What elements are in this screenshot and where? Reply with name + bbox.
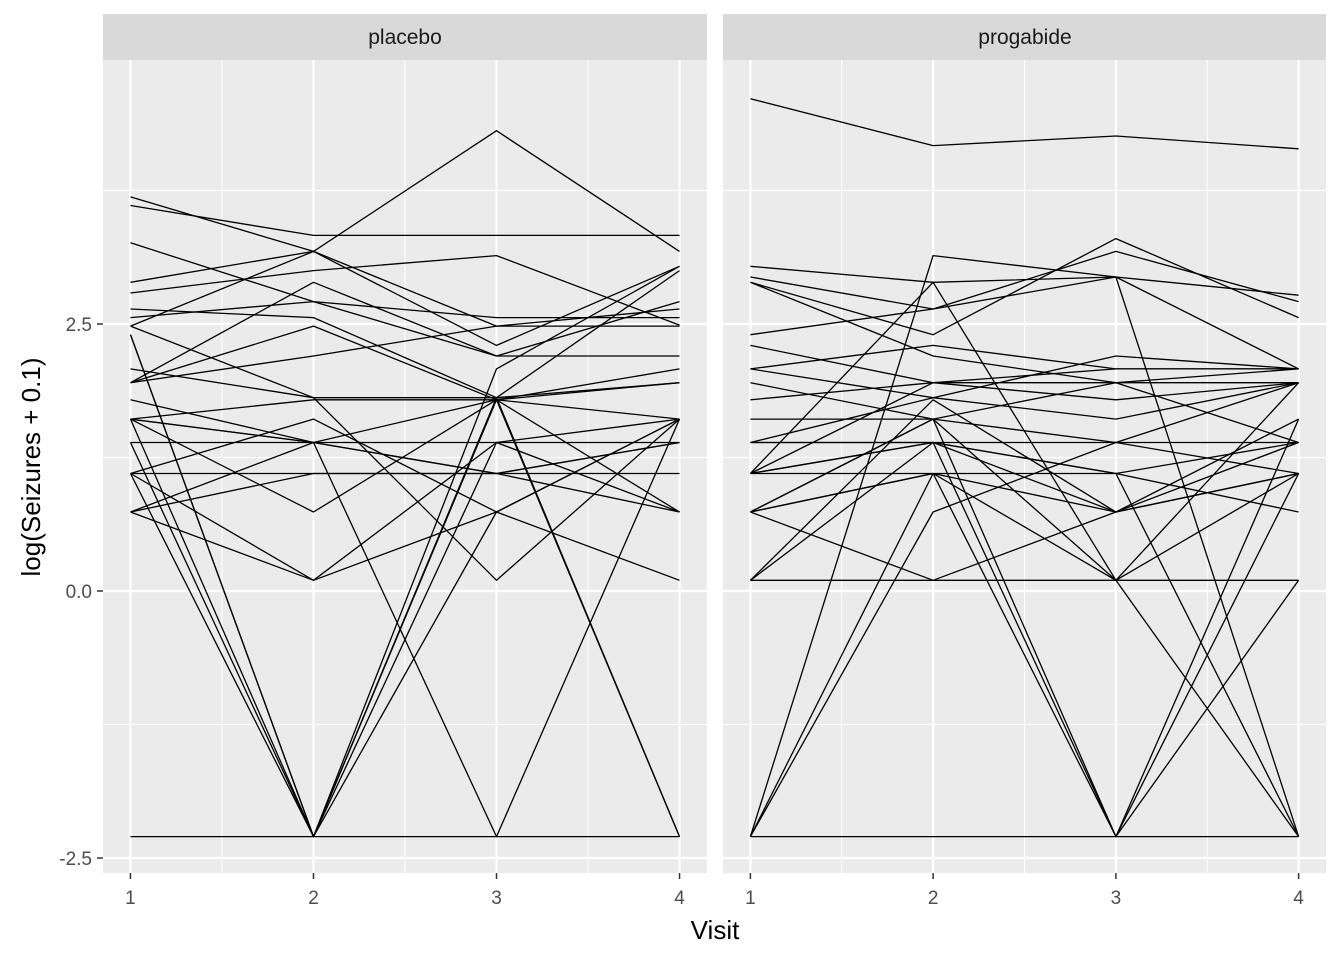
x-tick-label: 2 bbox=[308, 888, 319, 909]
series-line bbox=[130, 242, 680, 357]
series-line bbox=[130, 399, 680, 420]
y-axis-title: log(Seizures + 0.1) bbox=[16, 358, 46, 577]
series-lines-placebo bbox=[129, 130, 681, 838]
series-line bbox=[750, 472, 1300, 838]
series-line bbox=[130, 204, 680, 237]
series-line bbox=[130, 441, 680, 513]
x-tick-label: 2 bbox=[928, 888, 939, 909]
x-tick-label: 4 bbox=[1293, 888, 1304, 909]
series-line bbox=[750, 382, 1299, 444]
series-line bbox=[750, 355, 1299, 399]
panel-placebo: placebo bbox=[103, 14, 707, 873]
series-line bbox=[130, 418, 681, 838]
series-line bbox=[130, 325, 680, 581]
series-line bbox=[750, 237, 1299, 336]
series-line bbox=[750, 276, 1299, 370]
gridlines-progabide bbox=[723, 60, 1326, 873]
series-line bbox=[750, 98, 1299, 150]
y-axis: 2.5 0.0 -2.5 bbox=[59, 315, 103, 870]
series-line bbox=[750, 344, 1299, 384]
x-axis-progabide: 1 2 3 4 bbox=[745, 873, 1304, 909]
panel-progabide: progabide bbox=[723, 14, 1326, 873]
series-line bbox=[130, 441, 680, 581]
series-line bbox=[130, 254, 680, 326]
series-line bbox=[750, 368, 1299, 475]
series-lines-progabide bbox=[749, 98, 1300, 838]
strip-label-progabide: progabide bbox=[978, 26, 1071, 49]
series-line bbox=[130, 418, 680, 581]
series-line bbox=[130, 130, 680, 253]
series-line bbox=[750, 382, 1299, 401]
x-tick-label: 4 bbox=[674, 888, 685, 909]
series-line bbox=[750, 382, 1299, 581]
y-tick-label: 2.5 bbox=[66, 315, 92, 336]
gridlines-placebo bbox=[103, 60, 707, 873]
y-tick-label: 0.0 bbox=[66, 582, 92, 603]
series-line bbox=[749, 281, 1300, 581]
series-line bbox=[130, 368, 680, 513]
series-line bbox=[750, 472, 1300, 837]
x-tick-label: 3 bbox=[1111, 888, 1122, 909]
series-line bbox=[130, 325, 680, 513]
strip-placebo bbox=[103, 14, 707, 60]
series-line bbox=[129, 399, 681, 838]
series-line bbox=[749, 441, 1299, 837]
series-line bbox=[750, 250, 1299, 310]
series-line bbox=[749, 399, 1299, 581]
x-axis-title: Visit bbox=[691, 915, 740, 945]
series-line bbox=[750, 281, 1299, 384]
series-line bbox=[750, 418, 1300, 838]
series-line bbox=[130, 250, 680, 327]
x-axis-placebo: 1 2 3 4 bbox=[125, 873, 685, 909]
strip-label-placebo: placebo bbox=[368, 26, 442, 49]
x-tick-label: 3 bbox=[491, 888, 502, 909]
series-line bbox=[130, 281, 680, 384]
strip-progabide bbox=[723, 14, 1326, 60]
x-tick-label: 1 bbox=[125, 888, 136, 909]
series-line bbox=[130, 270, 680, 399]
series-line bbox=[749, 254, 1300, 837]
series-line bbox=[130, 382, 680, 513]
series-line bbox=[130, 368, 680, 399]
y-tick-label: -2.5 bbox=[59, 849, 92, 870]
series-line bbox=[129, 418, 680, 838]
series-line bbox=[130, 250, 680, 347]
x-tick-label: 1 bbox=[745, 888, 756, 909]
